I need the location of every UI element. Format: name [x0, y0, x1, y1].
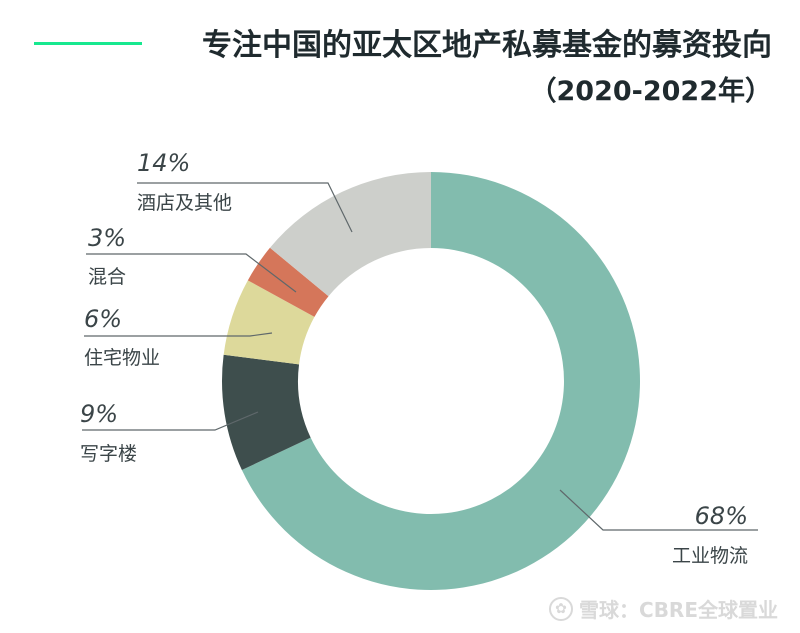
leader-line-3 [84, 332, 273, 337]
donut-slice-4 [247, 247, 329, 317]
leader-line-1 [559, 489, 758, 531]
leader-line-4 [86, 253, 297, 293]
leader-line-2 [82, 411, 259, 431]
donut-slice-3 [223, 280, 315, 365]
watermark-text: 雪球：CBRE全球置业 [579, 598, 778, 622]
slice-category-label-2: 写字楼 [80, 443, 137, 465]
chart-subtitle: （2020-2022年） [529, 76, 773, 107]
slice-value-label-5: 14% [137, 149, 190, 177]
slice-category-label-4: 混合 [88, 266, 126, 288]
title-accent-line [34, 42, 142, 45]
donut-slice-2 [222, 354, 311, 470]
slice-value-label-2: 9% [80, 400, 118, 428]
slice-category-label-3: 住宅物业 [84, 347, 160, 369]
watermark: ✿ 雪球：CBRE全球置业 [549, 594, 778, 623]
donut-slice-5 [269, 172, 431, 297]
slice-category-label-1: 工业物流 [672, 545, 748, 567]
slice-value-label-4: 3% [88, 224, 126, 252]
snowball-logo-icon: ✿ [549, 596, 574, 621]
leader-line-5 [137, 182, 353, 233]
slice-value-label-1: 68% [695, 502, 748, 530]
chart-title: 专注中国的亚太区地产私募基金的募资投向 [202, 28, 772, 63]
slice-category-label-5: 酒店及其他 [137, 192, 232, 214]
slice-value-label-3: 6% [84, 305, 122, 333]
donut-slice-1 [241, 172, 640, 590]
